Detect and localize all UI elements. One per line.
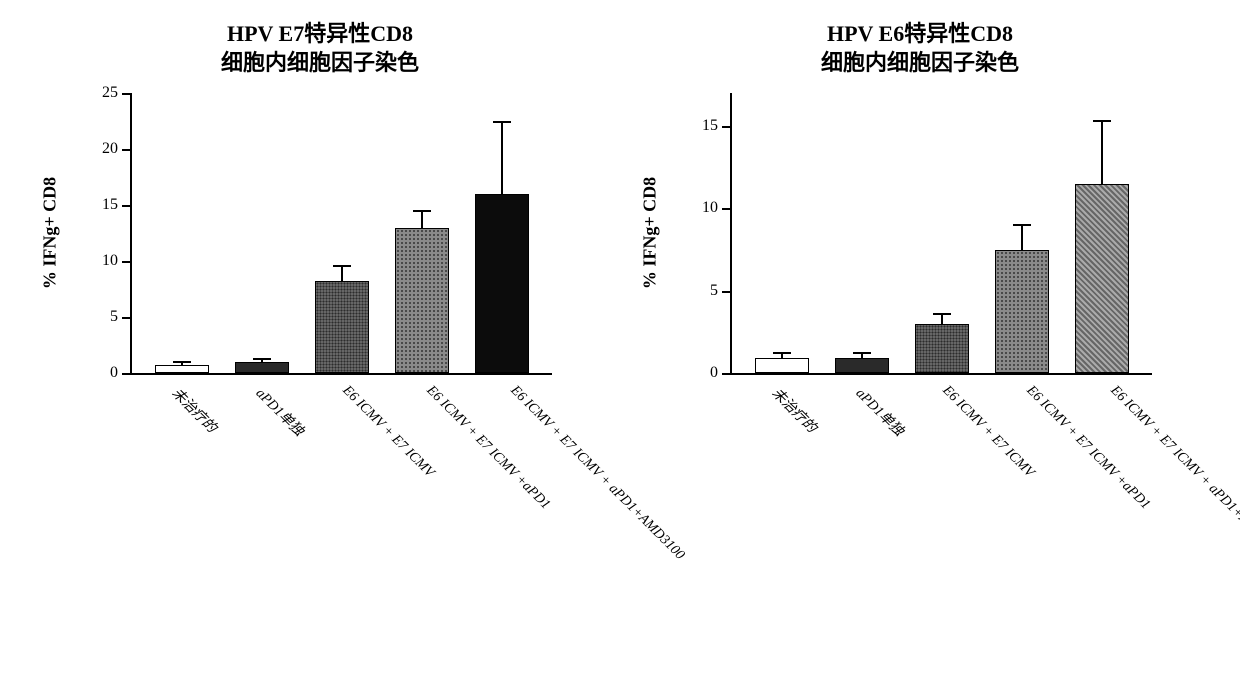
y-tick-label: 0 (710, 364, 732, 382)
error-cap (333, 265, 351, 267)
error-bar (501, 122, 503, 194)
bar (915, 324, 969, 373)
bar (995, 250, 1049, 374)
error-bar (1101, 121, 1103, 184)
bar-slot (235, 362, 289, 373)
chart-panel-e6: HPV E6特异性CD8 细胞内细胞因子染色 % IFNg+ CD8 05101… (640, 20, 1200, 650)
error-bar (1021, 225, 1023, 250)
chart-panel-e7: HPV E7特异性CD8 细胞内细胞因子染色 % IFNg+ CD8 05101… (40, 20, 600, 650)
bar-slot (995, 250, 1049, 374)
bar-slot (155, 365, 209, 373)
bars-container (132, 93, 552, 373)
error-cap (253, 358, 271, 360)
bar-slot (315, 281, 369, 373)
y-tick-label: 15 (102, 196, 132, 214)
bar (755, 358, 809, 373)
bar-slot (755, 358, 809, 373)
bar-slot (1075, 184, 1129, 373)
y-tick-label: 10 (102, 252, 132, 270)
chart-title: HPV E7特异性CD8 细胞内细胞因子染色 (40, 20, 600, 77)
plot-area: 0510152025 (130, 93, 552, 375)
error-bar (421, 211, 423, 228)
bar-slot (475, 194, 529, 373)
bar (155, 365, 209, 373)
bar (315, 281, 369, 373)
y-tick-label: 25 (102, 84, 132, 102)
title-line-2: 细胞内细胞因子染色 (821, 50, 1019, 75)
title-line-1: HPV E7特异性CD8 (227, 21, 413, 46)
bar-slot (915, 324, 969, 373)
y-tick-label: 5 (110, 308, 132, 326)
bar (1075, 184, 1129, 373)
bar (235, 362, 289, 373)
y-axis-label: % IFNg+ CD8 (640, 177, 661, 289)
y-tick-label: 10 (702, 199, 732, 217)
plot-wrap: % IFNg+ CD8 0510152025 未治疗的aPD1单独E6 ICMV… (40, 83, 600, 643)
plot-area: 051015 (730, 93, 1152, 375)
error-cap (933, 313, 951, 315)
bar-slot (835, 358, 889, 373)
bar (475, 194, 529, 373)
chart-title: HPV E6特异性CD8 细胞内细胞因子染色 (640, 20, 1200, 77)
y-tick-label: 0 (110, 364, 132, 382)
error-cap (173, 361, 191, 363)
error-cap (413, 210, 431, 212)
error-cap (853, 352, 871, 354)
bar-slot (395, 228, 449, 374)
y-tick-label: 20 (102, 140, 132, 158)
error-bar (341, 266, 343, 282)
error-cap (493, 121, 511, 123)
y-tick-label: 5 (710, 282, 732, 300)
bar (835, 358, 889, 373)
y-axis-label: % IFNg+ CD8 (40, 177, 61, 289)
error-cap (1093, 120, 1111, 122)
plot-wrap: % IFNg+ CD8 051015 未治疗的aPD1单独E6 ICMV + E… (640, 83, 1200, 643)
error-cap (773, 352, 791, 354)
title-line-2: 细胞内细胞因子染色 (221, 50, 419, 75)
error-bar (941, 314, 943, 324)
y-tick-label: 15 (702, 117, 732, 135)
bars-container (732, 93, 1152, 373)
error-cap (1013, 224, 1031, 226)
title-line-1: HPV E6特异性CD8 (827, 21, 1013, 46)
bar (395, 228, 449, 374)
